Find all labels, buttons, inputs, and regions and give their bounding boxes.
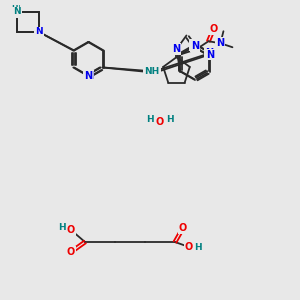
Text: N: N <box>35 28 43 37</box>
Text: N: N <box>190 40 198 50</box>
Text: H: H <box>194 242 202 251</box>
Text: H: H <box>12 4 18 14</box>
Text: H: H <box>166 115 174 124</box>
Text: O: O <box>179 223 187 233</box>
Text: N: N <box>13 8 21 16</box>
Text: N: N <box>216 38 224 48</box>
Text: N: N <box>12 8 20 17</box>
Text: N: N <box>35 28 43 37</box>
Text: N: N <box>85 71 93 81</box>
Text: O: O <box>209 24 217 34</box>
Text: N: N <box>84 71 92 81</box>
Text: O: O <box>156 117 164 127</box>
Text: N: N <box>172 44 181 54</box>
Text: N: N <box>205 49 213 58</box>
Text: H: H <box>146 115 154 124</box>
Text: H: H <box>58 224 66 232</box>
Text: O: O <box>67 247 75 257</box>
Text: N: N <box>206 50 214 59</box>
Text: O: O <box>67 225 75 235</box>
Text: NH: NH <box>144 68 160 76</box>
Text: N: N <box>191 41 199 51</box>
Text: O: O <box>185 242 193 252</box>
Text: H: H <box>14 5 20 14</box>
Text: NH: NH <box>144 68 160 76</box>
